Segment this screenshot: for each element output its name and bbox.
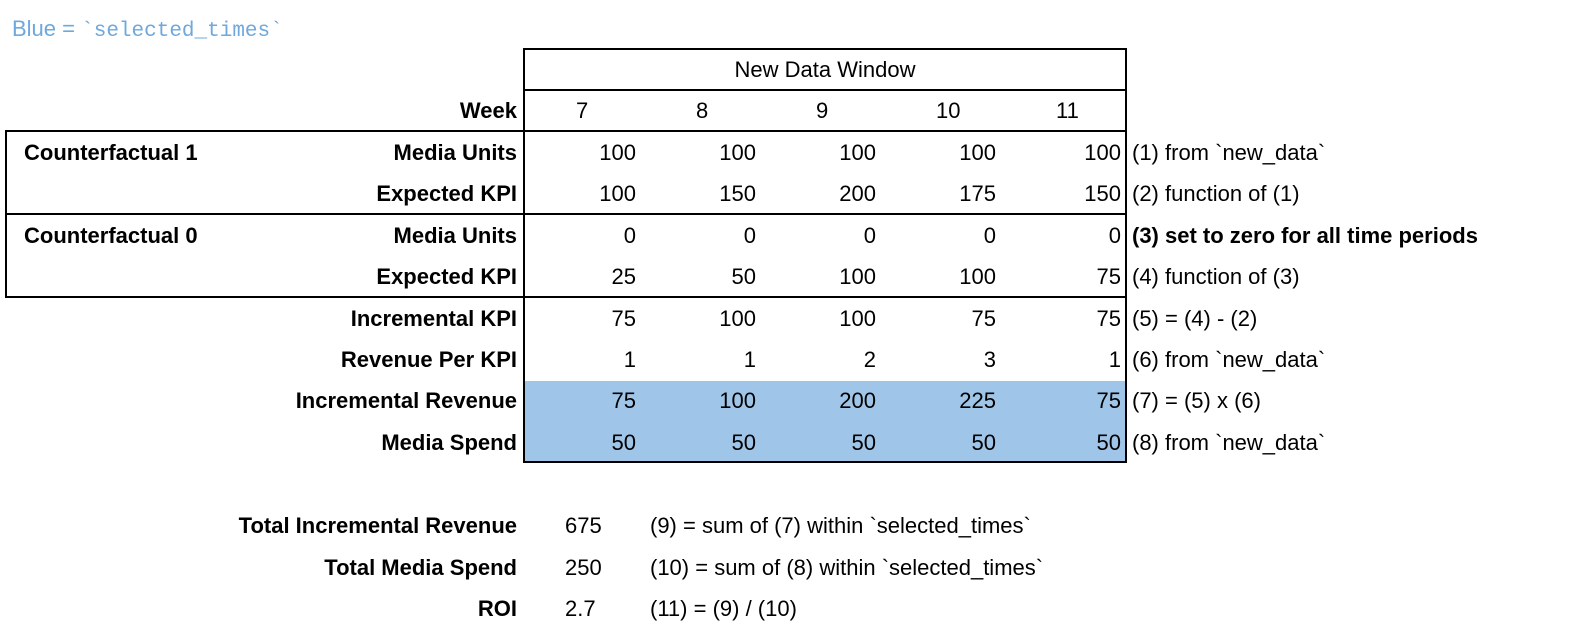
week-number: 10 [936,98,961,123]
value-cell: 50 [1096,429,1121,455]
value-cell: 100 [839,140,876,165]
value-cell: 100 [959,140,996,165]
value-cell: 100 [839,264,876,290]
value-cell: 0 [623,222,636,248]
value-cell: 200 [839,388,876,414]
value-cell: 100 [599,181,636,207]
value-cell: 150 [1084,181,1121,207]
value-cell: 2 [863,347,876,372]
value-cell: 1 [743,347,756,372]
value-cell: 100 [719,388,756,414]
row-note: (3) set to zero for all time periods [1132,222,1478,248]
summary-label: ROI [477,596,517,621]
summary-label: Total Media Spend [324,554,517,580]
value-cell: 0 [863,222,876,248]
border [5,130,7,298]
row-note: (8) from `new_data` [1132,429,1326,455]
value-cell: 50 [611,429,636,455]
value-cell: 100 [959,264,996,290]
value-cell: 100 [719,305,756,331]
value-cell: 0 [1108,222,1121,248]
group-label: Counterfactual 1 [24,140,198,165]
row-note: (7) = (5) x (6) [1132,388,1261,414]
row-note: (6) from `new_data` [1132,347,1326,372]
legend-code: `selected_times` [81,20,283,43]
value-cell: 100 [599,140,636,165]
value-cell: 1 [623,347,636,372]
summary-label: Total Incremental Revenue [238,513,517,538]
summary-value: 675 [565,513,602,538]
week-number: 11 [1056,98,1079,123]
row-label: Incremental Revenue [295,388,517,414]
border [524,89,1127,91]
value-cell: 75 [1096,305,1121,331]
selected-times-highlight [524,381,1126,462]
week-number: 7 [576,98,589,123]
border [5,130,1127,132]
value-cell: 75 [1096,388,1121,414]
value-cell: 0 [983,222,996,248]
value-cell: 0 [743,222,756,248]
value-cell: 50 [971,429,996,455]
summary-note: (11) = (9) / (10) [650,596,797,621]
border [1125,48,1127,463]
value-cell: 3 [983,347,996,372]
value-cell: 75 [611,305,636,331]
value-cell: 25 [611,264,636,290]
border [5,213,1127,215]
value-cell: 75 [611,388,636,414]
value-cell: 150 [719,181,756,207]
value-cell: 50 [731,429,756,455]
value-cell: 1 [1108,347,1121,372]
row-label: Media Spend [381,429,517,455]
legend: Blue = `selected_times` [12,16,283,43]
row-label: Expected KPI [376,264,517,290]
row-label: Incremental KPI [350,305,517,331]
row-note: (1) from `new_data` [1132,140,1326,165]
row-note: (4) function of (3) [1132,264,1300,290]
row-note: (2) function of (1) [1132,181,1300,207]
summary-note: (9) = sum of (7) within `selected_times` [650,513,1031,538]
value-cell: 175 [959,181,996,207]
border [524,48,1127,50]
border [524,461,1127,463]
value-cell: 75 [971,305,996,331]
row-label: Expected KPI [376,181,517,207]
value-cell: 100 [719,140,756,165]
row-label: Media Units [393,222,517,248]
border [5,296,1127,298]
week-number: 9 [816,98,829,123]
week-number: 8 [696,98,709,123]
value-cell: 100 [839,305,876,331]
group-label: Counterfactual 0 [24,222,198,248]
border [523,48,525,463]
week-label: Week [459,98,517,123]
legend-prefix: Blue = [12,16,82,41]
value-cell: 50 [851,429,876,455]
value-cell: 75 [1096,264,1121,290]
value-cell: 225 [959,388,996,414]
row-label: Media Units [393,140,517,165]
value-cell: 50 [731,264,756,290]
value-cell: 100 [1084,140,1121,165]
summary-value: 250 [565,554,602,580]
row-label: Revenue Per KPI [340,347,517,372]
new-data-window-title: New Data Window [734,57,916,82]
value-cell: 200 [839,181,876,207]
summary-note: (10) = sum of (8) within `selected_times… [650,554,1044,580]
summary-value: 2.7 [565,596,596,621]
row-note: (5) = (4) - (2) [1132,305,1258,331]
